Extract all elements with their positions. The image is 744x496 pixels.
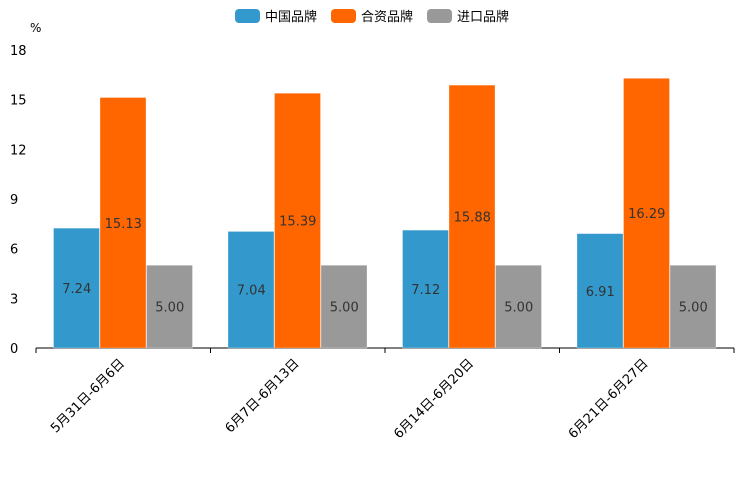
y-tick-label-6: 18 [10, 44, 27, 59]
bar-series-1-cat-3 [623, 78, 670, 349]
legend-label-china-brand: 中国品牌 [264, 10, 317, 25]
data-label-series-2-cat-0: 5.00 [155, 301, 184, 316]
legend-swatch-joint-venture-brand [330, 8, 356, 23]
legend-label-imported-brand: 进口品牌 [457, 10, 510, 25]
x-tick-label-0: 5月31日-6月6日 [48, 356, 128, 436]
bar-series-0-cat-1 [227, 231, 275, 349]
y-tick-label-5: 15 [10, 94, 27, 109]
bar-series-1-cat-0 [99, 97, 147, 349]
y-tick-label-1: 3 [10, 292, 18, 307]
data-label-series-0-cat-0: 7.24 [62, 282, 91, 297]
y-tick-label-3: 9 [10, 193, 18, 208]
data-label-series-1-cat-2: 15.88 [454, 211, 491, 226]
bar-series-1-cat-1 [274, 92, 321, 349]
legend-item-imported-brand[interactable]: 进口品牌 [427, 6, 509, 25]
data-label-series-0-cat-1: 7.04 [237, 284, 266, 299]
bar-series-1-cat-2 [448, 84, 496, 349]
data-label-series-1-cat-3: 16.29 [628, 207, 665, 222]
data-label-series-1-cat-1: 15.39 [279, 215, 316, 230]
bar-series-0-cat-0 [53, 227, 100, 349]
data-label-series-0-cat-2: 7.12 [411, 283, 440, 298]
bar-series-2-cat-1 [320, 264, 368, 349]
bar-series-2-cat-2 [495, 264, 542, 349]
y-tick-label-4: 12 [10, 143, 27, 158]
legend-item-joint-venture-brand[interactable]: 合资品牌 [330, 6, 413, 25]
x-tick-label-2: 6月14日-6月20日 [391, 356, 477, 442]
data-label-series-1-cat-0: 15.13 [105, 217, 142, 232]
y-tick-label-0: 0 [10, 342, 18, 357]
bar-series-0-cat-2 [402, 229, 449, 349]
legend-item-china-brand[interactable]: 中国品牌 [234, 6, 317, 25]
data-label-series-2-cat-1: 5.00 [330, 301, 359, 316]
bar-series-2-cat-0 [146, 264, 193, 349]
legend-swatch-china-brand [234, 8, 260, 23]
data-label-series-0-cat-3: 6.91 [586, 285, 615, 300]
x-tick-label-3: 6月21日-6月27日 [566, 356, 652, 442]
data-label-series-2-cat-3: 5.00 [679, 301, 708, 316]
legend-swatch-imported-brand [427, 8, 452, 23]
y-axis-unit: % [30, 21, 42, 35]
legend-label-joint-venture-brand: 合资品牌 [360, 10, 413, 25]
y-tick-label-2: 6 [10, 243, 18, 258]
bar-series-0-cat-3 [576, 233, 624, 349]
legend: 中国品牌 合资品牌 进口品牌 [0, 6, 744, 25]
x-tick-label-1: 6月7日-6月13日 [223, 356, 303, 436]
bar-series-2-cat-3 [669, 264, 717, 349]
data-label-series-2-cat-2: 5.00 [504, 301, 533, 316]
